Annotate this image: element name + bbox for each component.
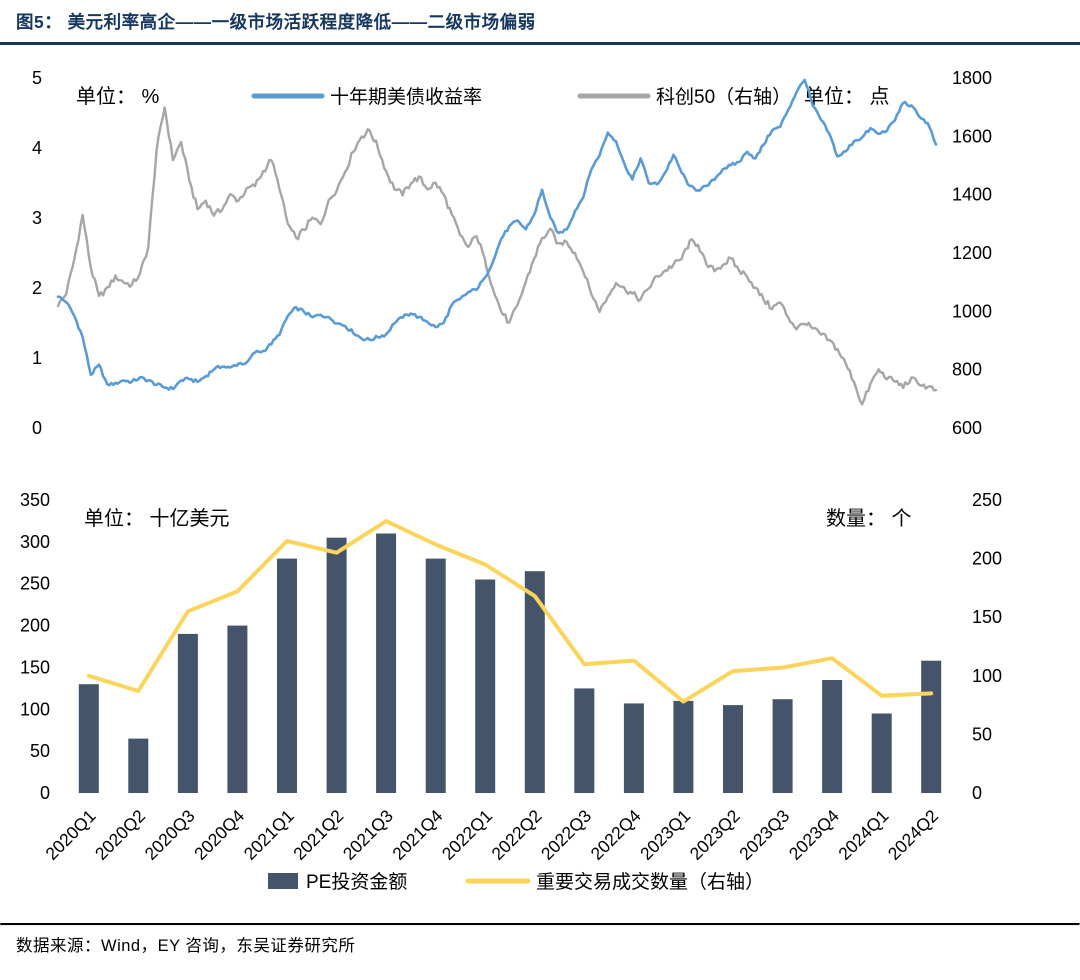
svg-text:150: 150 — [20, 657, 50, 677]
svg-text:1: 1 — [32, 348, 42, 368]
svg-text:0: 0 — [972, 783, 982, 803]
svg-text:2020Q4: 2020Q4 — [190, 806, 248, 864]
svg-text:1800: 1800 — [952, 68, 992, 88]
svg-text:1400: 1400 — [952, 185, 992, 205]
top-legend: 十年期美债收益率 科创50（右轴） — [251, 86, 791, 108]
right-axis-ticks: 0 50 100 150 200 250 — [972, 490, 1002, 803]
pe-bar — [128, 738, 149, 793]
deal-count-line — [86, 519, 934, 704]
svg-text:150: 150 — [972, 607, 1002, 627]
svg-text:2020Q2: 2020Q2 — [91, 806, 149, 864]
pe-bar — [772, 699, 793, 793]
svg-text:250: 250 — [20, 574, 50, 594]
svg-text:2024Q2: 2024Q2 — [884, 806, 942, 864]
svg-text:2022Q1: 2022Q1 — [438, 806, 496, 864]
legend-us10y-label: 十年期美债收益率 — [330, 86, 482, 108]
svg-text:0: 0 — [40, 783, 50, 803]
svg-text:2021Q4: 2021Q4 — [388, 806, 446, 864]
svg-text:2: 2 — [32, 278, 42, 298]
pe-bar — [673, 700, 694, 793]
pe-bar — [574, 688, 595, 793]
svg-text:2022Q2: 2022Q2 — [487, 806, 545, 864]
svg-text:100: 100 — [972, 666, 1002, 686]
svg-text:2023Q1: 2023Q1 — [636, 806, 694, 864]
bottom-legend: PE投资金额 重要交易成交数量（右轴） — [268, 871, 764, 893]
pe-bar — [723, 705, 743, 793]
svg-text:2023Q4: 2023Q4 — [785, 806, 843, 864]
pe-bar — [475, 579, 496, 793]
svg-text:300: 300 — [20, 532, 50, 552]
unit-left-label: 单位： 十亿美元 — [84, 507, 230, 530]
legend-deal-label: 重要交易成交数量（右轴） — [536, 871, 764, 893]
pe-bar — [623, 703, 644, 793]
pe-bar — [227, 625, 248, 793]
svg-text:2022Q3: 2022Q3 — [537, 806, 595, 864]
x-axis-labels: 2020Q12020Q22020Q32020Q42021Q12021Q22021… — [41, 806, 942, 864]
pe-bar — [277, 558, 297, 793]
svg-text:2021Q3: 2021Q3 — [339, 806, 397, 864]
pe-bar — [425, 558, 446, 793]
figure-title: 图5： 美元利率高企——一级市场活跃程度降低——二级市场偏弱 — [0, 0, 1080, 45]
unit-right-label: 单位： 点 — [804, 85, 890, 108]
svg-text:0: 0 — [32, 418, 42, 438]
pe-bar — [326, 537, 347, 793]
svg-text:100: 100 — [20, 699, 50, 719]
star50-line — [56, 106, 938, 406]
svg-text:600: 600 — [952, 418, 982, 438]
svg-text:2020Q3: 2020Q3 — [141, 806, 199, 864]
pe-bar — [871, 713, 892, 793]
us10y-line — [56, 78, 938, 391]
svg-text:4: 4 — [32, 138, 42, 158]
svg-text:2022Q4: 2022Q4 — [587, 806, 645, 864]
pe-bar — [524, 571, 545, 793]
pe-bar — [376, 533, 397, 793]
data-source: 数据来源：Wind，EY 咨询，东吴证券研究所 — [16, 937, 356, 955]
top-chart: 0 1 2 3 4 5 600 800 1000 1200 1400 1600 1800 单位： % 单位：… — [0, 45, 1080, 465]
svg-text:350: 350 — [20, 490, 50, 510]
svg-text:50: 50 — [972, 724, 992, 744]
pe-bar — [921, 660, 942, 793]
pe-bars — [78, 533, 942, 793]
svg-text:2024Q1: 2024Q1 — [834, 806, 892, 864]
svg-text:5: 5 — [32, 68, 42, 88]
yield-vs-star50-chart: 0 1 2 3 4 5 600 800 1000 1200 1400 1600 1800 单位： % 单位：… — [32, 68, 992, 438]
pe-bar — [822, 680, 843, 793]
svg-text:1200: 1200 — [952, 243, 992, 263]
unit-right-label: 数量： 个 — [826, 507, 912, 530]
svg-text:800: 800 — [952, 360, 982, 380]
bottom-chart: 0 50 100 150 200 250 300 350 0 50 100 150 200 250 单位： … — [0, 465, 1080, 923]
svg-text:50: 50 — [30, 741, 50, 761]
svg-text:1600: 1600 — [952, 126, 992, 146]
unit-left-label: 单位： % — [76, 85, 160, 108]
svg-text:250: 250 — [972, 490, 1002, 510]
svg-text:2020Q1: 2020Q1 — [41, 806, 99, 864]
legend-pe-swatch — [268, 873, 298, 889]
svg-text:1000: 1000 — [952, 301, 992, 321]
legend-pe-label: PE投资金额 — [306, 871, 407, 893]
left-axis-ticks: 0 50 100 150 200 250 300 350 — [20, 490, 50, 803]
svg-text:2023Q2: 2023Q2 — [686, 806, 744, 864]
svg-text:2021Q1: 2021Q1 — [240, 806, 298, 864]
svg-text:2021Q2: 2021Q2 — [289, 806, 347, 864]
left-axis-ticks: 0 1 2 3 4 5 — [32, 68, 42, 438]
right-axis-ticks: 600 800 1000 1200 1400 1600 1800 — [952, 68, 992, 438]
svg-text:200: 200 — [20, 616, 50, 636]
svg-text:200: 200 — [972, 549, 1002, 569]
pe-investment-chart: 0 50 100 150 200 250 300 350 0 50 100 150 200 250 单位： … — [20, 490, 1002, 893]
svg-text:3: 3 — [32, 208, 42, 228]
svg-text:2023Q3: 2023Q3 — [735, 806, 793, 864]
pe-bar — [177, 633, 198, 793]
legend-star50-label: 科创50（右轴） — [656, 86, 791, 108]
pe-bar — [78, 684, 99, 793]
